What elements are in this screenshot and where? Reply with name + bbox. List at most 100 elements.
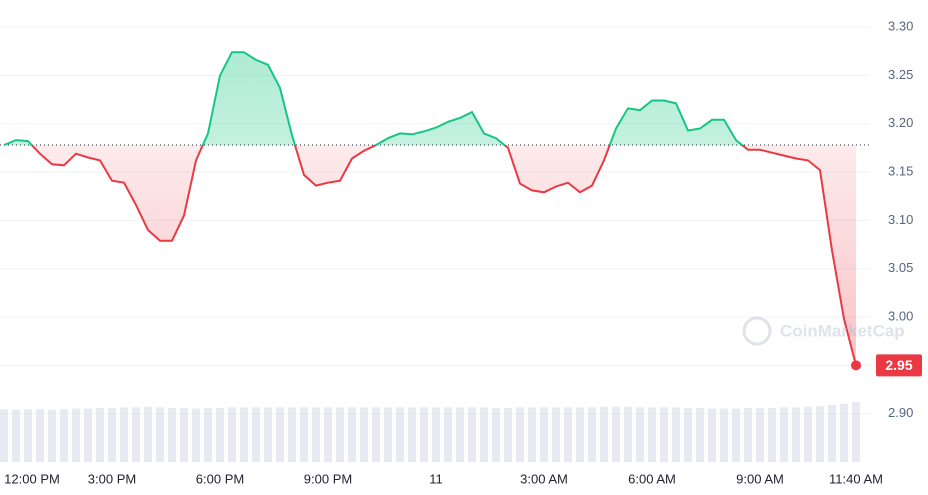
x-tick-label: 3:00 AM bbox=[520, 471, 568, 486]
volume-bar bbox=[516, 407, 524, 462]
volume-bar bbox=[24, 409, 32, 462]
watermark: CoinMarketCap bbox=[742, 316, 905, 346]
y-tick-label: 2.90 bbox=[888, 405, 913, 420]
y-tick-label: 3.30 bbox=[888, 19, 913, 34]
volume-bar bbox=[132, 407, 140, 462]
volume-bar bbox=[552, 407, 560, 462]
y-tick-label: 3.20 bbox=[888, 115, 913, 130]
price-tag-label: 2.95 bbox=[885, 357, 912, 373]
y-tick-label: 3.00 bbox=[888, 308, 913, 323]
volume-bar bbox=[756, 408, 764, 462]
volume-bar bbox=[444, 407, 452, 462]
y-tick-label: 3.10 bbox=[888, 212, 913, 227]
volume-bar bbox=[0, 409, 8, 462]
volume-bar bbox=[300, 407, 308, 462]
volume-bar bbox=[636, 407, 644, 462]
volume-bar bbox=[48, 409, 56, 462]
volume-bar bbox=[528, 407, 536, 462]
x-tick-label: 11 bbox=[429, 471, 443, 486]
volume-bar bbox=[96, 408, 104, 462]
volume-bar bbox=[612, 406, 620, 462]
volume-bar bbox=[204, 408, 212, 462]
volume-bar bbox=[72, 408, 80, 462]
volume-bar bbox=[276, 407, 284, 462]
volume-bar bbox=[732, 408, 740, 462]
volume-bar bbox=[468, 407, 476, 462]
volume-bar bbox=[600, 406, 608, 462]
x-tick-label: 3:00 PM bbox=[88, 471, 136, 486]
volume-bar bbox=[744, 408, 752, 462]
x-tick-label: 12:00 PM bbox=[4, 471, 60, 486]
volume-bar bbox=[156, 407, 164, 462]
volume-bar bbox=[780, 407, 788, 462]
volume-bar bbox=[228, 407, 236, 462]
price-tag bbox=[876, 354, 922, 377]
volume-bar bbox=[828, 405, 836, 462]
volume-bar bbox=[312, 407, 320, 462]
volume-bar bbox=[420, 407, 428, 462]
line-up bbox=[3, 51, 744, 145]
volume-bar bbox=[408, 407, 416, 462]
volume-bar bbox=[252, 407, 260, 462]
area-up bbox=[4, 52, 856, 145]
volume-bar bbox=[12, 409, 20, 462]
volume-bar bbox=[564, 407, 572, 462]
volume-bar bbox=[288, 407, 296, 462]
volume-bar bbox=[384, 407, 392, 462]
volume-bar bbox=[480, 407, 488, 462]
volume-bar bbox=[624, 406, 632, 462]
volume-bar bbox=[840, 403, 848, 462]
volume-bar bbox=[240, 407, 248, 462]
volume-bar bbox=[672, 407, 680, 462]
volume-bar bbox=[60, 409, 68, 462]
volume-bar bbox=[768, 408, 776, 462]
volume-bar bbox=[36, 409, 44, 462]
x-tick-label: 9:00 PM bbox=[304, 471, 352, 486]
x-tick-label: 9:00 AM bbox=[736, 471, 784, 486]
volume-bar bbox=[372, 407, 380, 462]
y-tick-label: 3.25 bbox=[888, 67, 913, 82]
volume-bar bbox=[120, 407, 128, 462]
volume-bar bbox=[324, 407, 332, 462]
x-tick-label: 6:00 AM bbox=[628, 471, 676, 486]
volume-bar bbox=[396, 407, 404, 462]
y-tick-label: 3.05 bbox=[888, 260, 913, 275]
x-tick-label: 11:40 AM bbox=[829, 471, 883, 486]
volume-bar bbox=[792, 407, 800, 462]
volume-bar bbox=[708, 408, 716, 462]
area-down bbox=[4, 144, 856, 366]
volume-bar bbox=[588, 407, 596, 462]
volume-bar bbox=[456, 407, 464, 462]
volume-bar bbox=[648, 407, 656, 462]
watermark-logo bbox=[742, 316, 772, 346]
volume-bar bbox=[108, 408, 116, 462]
volume-bar bbox=[180, 408, 188, 462]
volume-bar bbox=[264, 407, 272, 462]
volume-bar bbox=[144, 406, 152, 462]
volume-bar bbox=[84, 408, 92, 462]
volume-bar bbox=[804, 406, 812, 462]
volume-bar bbox=[576, 407, 584, 462]
last-point bbox=[851, 360, 861, 371]
watermark-text: CoinMarketCap bbox=[780, 321, 905, 340]
y-tick-label: 3.15 bbox=[888, 163, 913, 178]
volume-bar bbox=[432, 407, 440, 462]
volume-bar bbox=[660, 407, 668, 462]
volume-bar bbox=[192, 408, 200, 462]
x-tick-label: 6:00 PM bbox=[196, 471, 244, 486]
volume-bar bbox=[360, 407, 368, 462]
volume-bar bbox=[696, 408, 704, 462]
volume-bar bbox=[720, 408, 728, 462]
volume-bar bbox=[816, 406, 824, 462]
line-down bbox=[3, 144, 857, 366]
volume-bar bbox=[504, 408, 512, 462]
volume-bar bbox=[348, 407, 356, 462]
volume-bar bbox=[336, 407, 344, 462]
volume-bar bbox=[852, 402, 860, 462]
volume-bar bbox=[492, 408, 500, 462]
volume-bar bbox=[168, 408, 176, 462]
volume-bar bbox=[684, 408, 692, 462]
volume-bar bbox=[216, 408, 224, 462]
volume-bar bbox=[540, 407, 548, 462]
